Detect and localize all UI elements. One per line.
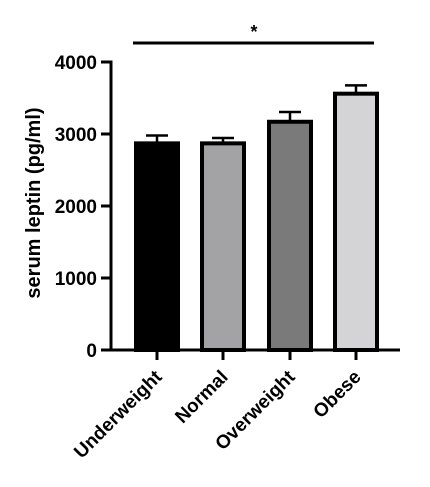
y-tick-label: 4000 bbox=[55, 53, 97, 74]
bar-obese bbox=[333, 91, 379, 353]
x-tick-label-underweight: Underweight bbox=[70, 366, 167, 463]
bar-normal bbox=[200, 141, 246, 352]
y-axis: 0 1000 2000 3000 4000 bbox=[55, 53, 113, 362]
y-tick-label: 1000 bbox=[55, 269, 97, 290]
significance-marker: * bbox=[250, 22, 257, 42]
y-tick-label: 0 bbox=[86, 341, 97, 362]
x-tick-label-normal: Normal bbox=[171, 367, 232, 428]
bars bbox=[134, 91, 379, 353]
bar-underweight bbox=[134, 141, 180, 352]
error-bars bbox=[146, 84, 367, 144]
x-tick-label-obese: Obese bbox=[310, 367, 366, 423]
bar-overweight bbox=[267, 119, 313, 353]
y-axis-label: serum leptin (pg/ml) bbox=[23, 107, 45, 298]
y-tick-label: 3000 bbox=[55, 125, 97, 146]
significance-annotation: * bbox=[133, 22, 374, 45]
y-tick-label: 2000 bbox=[55, 197, 97, 218]
